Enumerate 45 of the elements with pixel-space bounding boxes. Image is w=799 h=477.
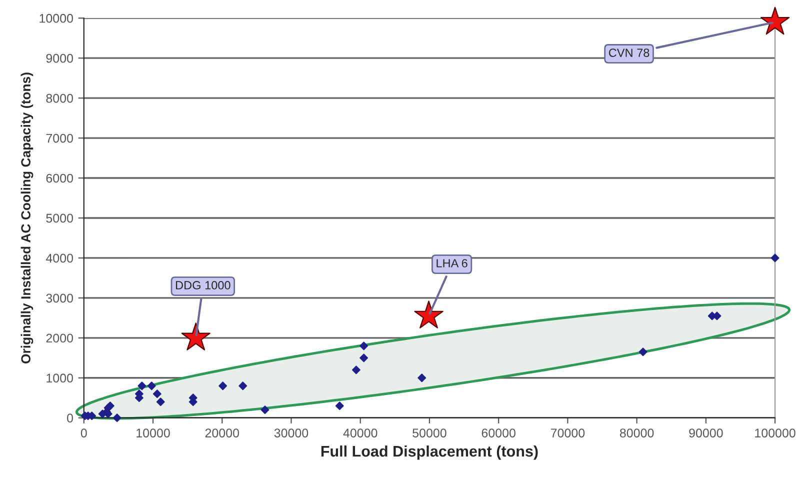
x-tick-label: 10000 <box>136 428 170 438</box>
x-tick-label: 40000 <box>343 428 378 438</box>
y-tick-label: 3000 <box>46 294 73 303</box>
point <box>335 402 344 410</box>
annotation: CVN 78 <box>608 48 650 57</box>
x-tick-label: 100000 <box>755 428 796 438</box>
x-tick-label: 0 <box>80 428 87 438</box>
y-tick-label: 0 <box>67 414 73 423</box>
y-tick-label: 1000 <box>46 374 73 383</box>
x-tick-label: 30000 <box>274 428 308 438</box>
x-tick-label: 90000 <box>689 428 723 438</box>
point <box>760 6 790 35</box>
annotation: LHA 6 <box>436 259 468 268</box>
point <box>260 406 270 414</box>
point <box>360 342 368 350</box>
point <box>414 300 444 328</box>
point <box>112 414 122 422</box>
annotation: DDG 1000 <box>176 281 230 290</box>
point <box>418 374 426 382</box>
x-tick-label: 80000 <box>620 428 654 438</box>
x-axis-title: Full Load Displacement (tons) <box>321 445 538 460</box>
x-tick-label: 50000 <box>412 428 446 438</box>
y-axis-title: Originally Installed AC Cooling Capacity (tons) <box>20 72 34 364</box>
y-tick-label: 8000 <box>46 94 73 103</box>
y-tick-label: 9000 <box>46 54 73 63</box>
x-tick-label: 20000 <box>205 428 240 438</box>
point <box>138 382 146 390</box>
y-tick-label: 2000 <box>46 334 73 343</box>
y-tick-label: 5000 <box>46 214 73 223</box>
x-tick-label: 60000 <box>482 428 516 438</box>
point <box>638 348 648 356</box>
y-tick-label: 6000 <box>46 174 73 183</box>
y-tick-label: 4000 <box>46 254 73 263</box>
y-tick-label: 7000 <box>46 134 73 143</box>
point <box>238 382 248 390</box>
x-tick-label: 70000 <box>550 428 585 438</box>
point <box>360 354 368 362</box>
y-tick-label: 10000 <box>40 14 73 23</box>
point <box>152 390 162 398</box>
point <box>147 382 156 390</box>
point <box>352 366 360 374</box>
point <box>156 398 165 406</box>
point <box>770 254 780 262</box>
point <box>181 322 210 350</box>
point <box>218 382 228 390</box>
